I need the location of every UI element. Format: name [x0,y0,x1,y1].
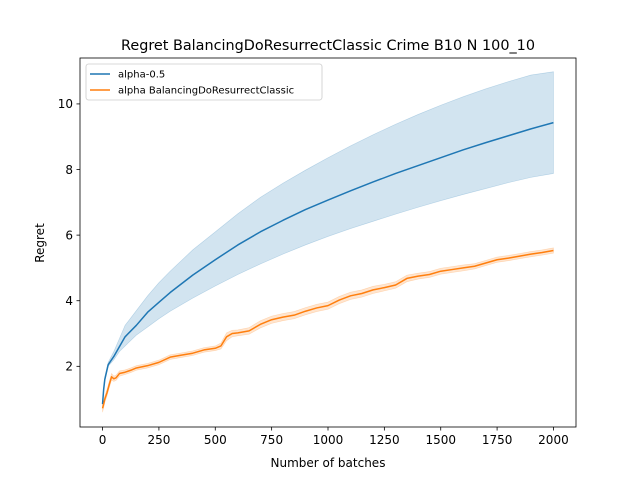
x-tick-label: 1250 [369,433,400,447]
x-tick-label: 1500 [425,433,456,447]
chart-title: Regret BalancingDoResurrectClassic Crime… [121,38,535,54]
x-tick-label: 1750 [482,433,513,447]
band-series-0 [102,71,554,406]
x-tick-label: 2000 [538,433,569,447]
x-axis-label: Number of batches [271,456,386,470]
x-tick-label: 1000 [313,433,344,447]
x-tick-label: 500 [204,433,227,447]
x-tick-label: 0 [99,433,107,447]
band-series-1 [102,247,554,413]
x-tick-label: 250 [147,433,170,447]
legend-label-1: alpha BalancingDoResurrectClassic [118,86,294,97]
y-tick-label: 2 [65,360,73,374]
confidence-bands [102,71,554,413]
legend-label-0: alpha-0.5 [118,70,165,81]
y-tick-label: 6 [65,228,73,242]
y-axis-ticks: 2 4 6 8 10 [58,97,80,374]
legend: alpha-0.5 alpha BalancingDoResurrectClass… [85,63,323,101]
y-axis-label: Regret [33,223,47,263]
x-axis-ticks: 0 250 500 750 1000 1250 1500 1750 2000 [99,427,569,447]
y-tick-label: 8 [65,163,73,177]
series-lines [101,121,554,409]
line-series-1 [101,249,554,409]
line-series-0 [101,121,554,405]
legend-box [85,63,323,101]
x-tick-label: 750 [260,433,283,447]
y-tick-label: 4 [65,294,73,308]
y-tick-label: 10 [58,97,73,111]
